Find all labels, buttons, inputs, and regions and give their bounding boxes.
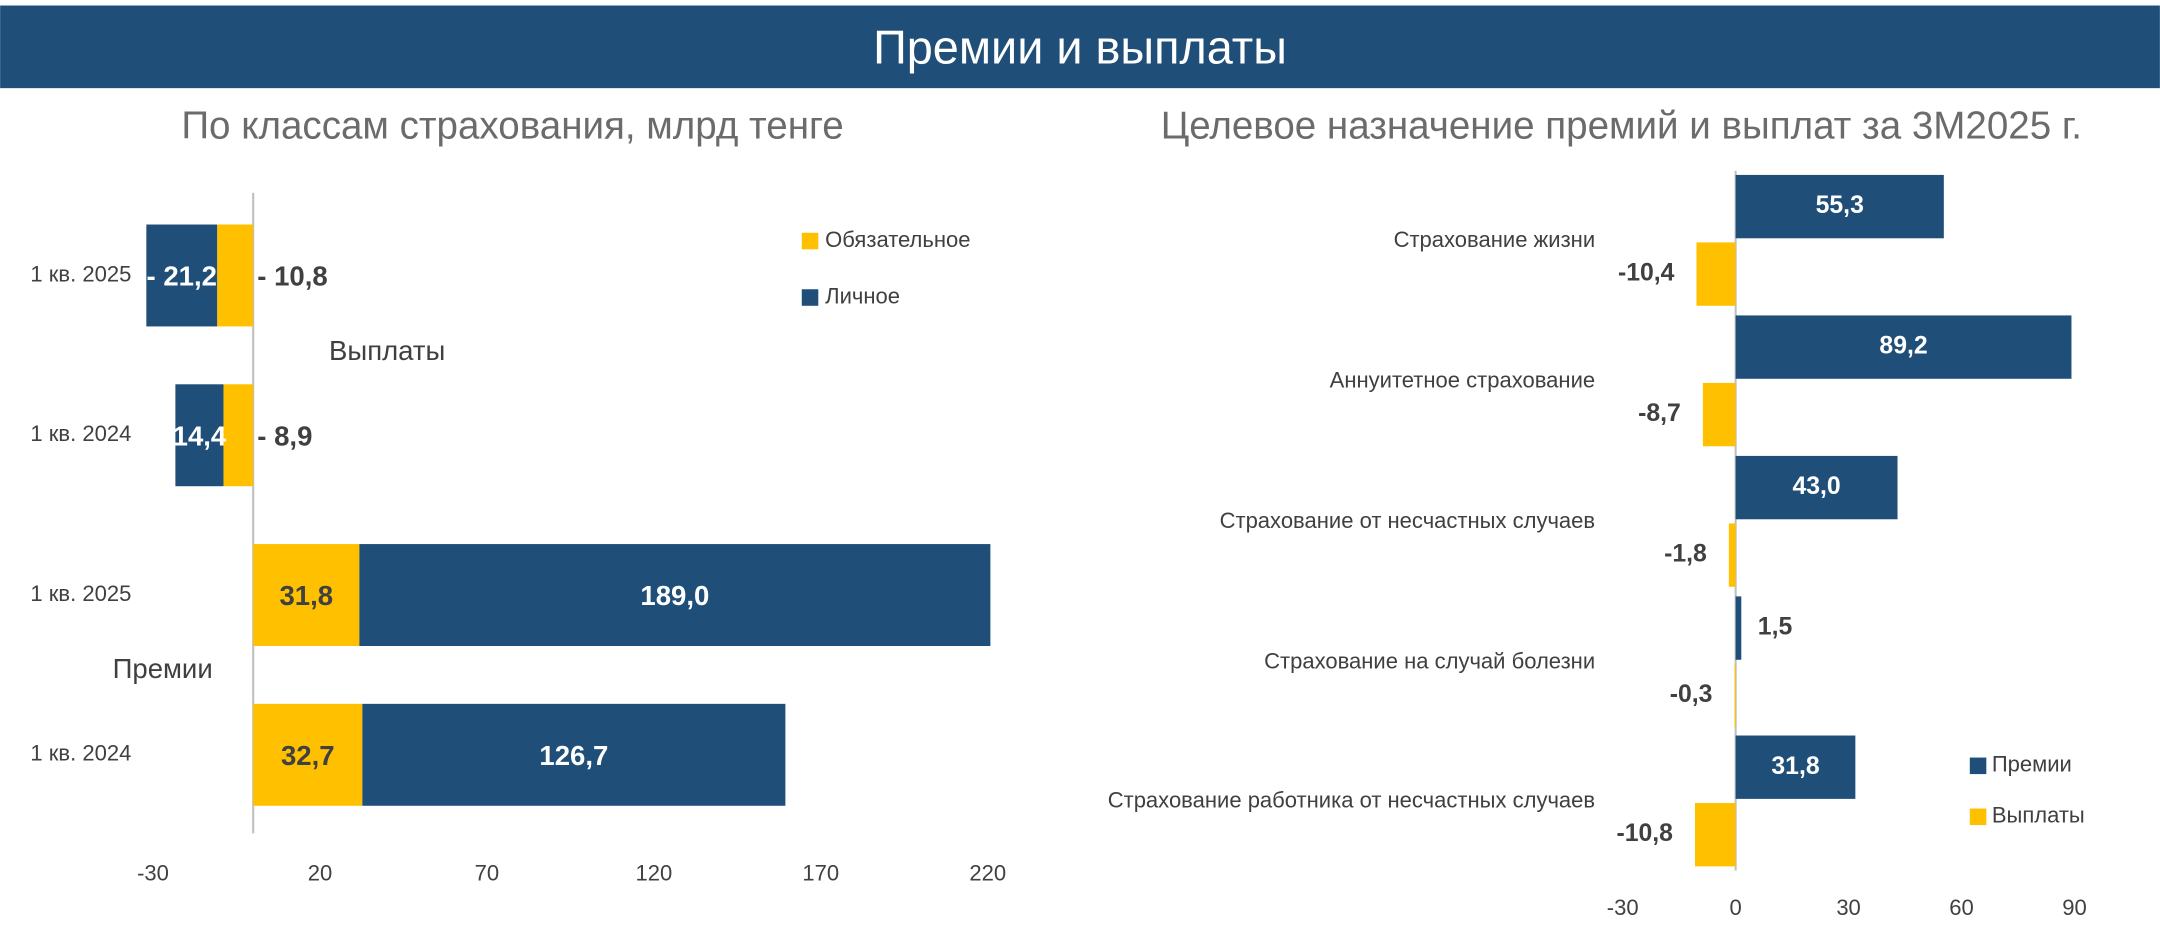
x-tick-label: 0 — [1730, 895, 1742, 920]
chart-title: По классам страхования, млрд тенге — [181, 104, 843, 147]
header-title: Премии и выплаты — [873, 21, 1287, 73]
x-tick-label: -30 — [137, 860, 169, 885]
bar-segment — [146, 224, 218, 327]
bar — [1735, 455, 1898, 520]
bar-segment — [217, 224, 254, 327]
legend-swatch — [1969, 808, 1987, 826]
x-tick-label: 70 — [475, 860, 500, 885]
data-label: 1,5 — [1758, 614, 1793, 641]
category-label: Страхование от несчастных случаев — [1220, 508, 1596, 533]
legend-label: Выплаты — [1992, 803, 2085, 828]
data-label: - 21,2 — [147, 261, 217, 292]
bar — [1735, 315, 2072, 379]
bar — [1728, 523, 1736, 587]
legend-label: Обязательное — [825, 227, 970, 252]
bar-segment — [223, 384, 254, 487]
bar — [1735, 174, 1944, 239]
data-label: - 10,8 — [257, 261, 327, 292]
x-tick-label: 20 — [308, 860, 333, 885]
legend-label: Премии — [1992, 752, 2072, 777]
bar — [1734, 663, 1736, 728]
data-label: -1,8 — [1664, 541, 1707, 568]
data-label: 31,8 — [279, 580, 333, 611]
data-label: 31,8 — [1771, 753, 1819, 780]
x-tick-label: 60 — [1949, 895, 1974, 920]
data-label: 14,4 — [173, 420, 227, 451]
bar-segment — [362, 703, 786, 806]
data-label: 55,3 — [1816, 192, 1864, 219]
bar — [1696, 242, 1736, 306]
y-tick-label: 1 кв. 2024 — [30, 421, 131, 446]
data-label: 126,7 — [539, 740, 608, 771]
category-label: Страхование жизни — [1394, 227, 1596, 252]
bar — [1702, 382, 1736, 447]
y-tick-label: 1 кв. 2025 — [30, 581, 131, 606]
category-label: Аннуитетное страхование — [1330, 367, 1595, 392]
data-label: -8,7 — [1638, 400, 1681, 427]
chart-title: Целевое назначение премий и выплат за 3М… — [1161, 104, 2082, 147]
bar-segment — [253, 703, 363, 806]
y-tick-label: 1 кв. 2024 — [30, 741, 131, 766]
data-label: 32,7 — [281, 740, 335, 771]
bar — [1735, 735, 1856, 799]
y-tick-label: 1 кв. 2025 — [30, 261, 131, 286]
legend-swatch — [801, 289, 819, 306]
category-label: Страхование на случай болезни — [1264, 648, 1595, 673]
data-label: 43,0 — [1792, 473, 1840, 500]
bar-segment — [359, 544, 991, 646]
x-tick-label: 220 — [969, 860, 1006, 885]
bar — [1735, 596, 1742, 660]
data-label: 89,2 — [1879, 333, 1927, 360]
data-label: -10,4 — [1618, 260, 1675, 287]
bar — [1694, 803, 1736, 867]
legend-label: Личное — [825, 283, 900, 308]
group-label: Премии — [113, 653, 213, 684]
x-tick-label: -30 — [1607, 895, 1639, 920]
data-label: 189,0 — [640, 580, 709, 611]
legend-swatch — [1969, 757, 1987, 775]
data-label: -10,8 — [1616, 820, 1673, 847]
data-label: -0,3 — [1670, 681, 1713, 708]
legend-swatch — [801, 232, 819, 250]
bar-segment — [253, 544, 360, 646]
data-label: - 8,9 — [257, 420, 312, 451]
x-tick-label: 170 — [802, 860, 839, 885]
group-label: Выплаты — [329, 335, 445, 366]
category-label: Страхование работника от несчастных случ… — [1108, 787, 1595, 812]
header-band — [0, 5, 2160, 89]
bar-segment — [175, 384, 224, 487]
x-tick-label: 120 — [635, 860, 672, 885]
x-tick-label: 30 — [1836, 895, 1861, 920]
x-tick-label: 90 — [2062, 895, 2087, 920]
